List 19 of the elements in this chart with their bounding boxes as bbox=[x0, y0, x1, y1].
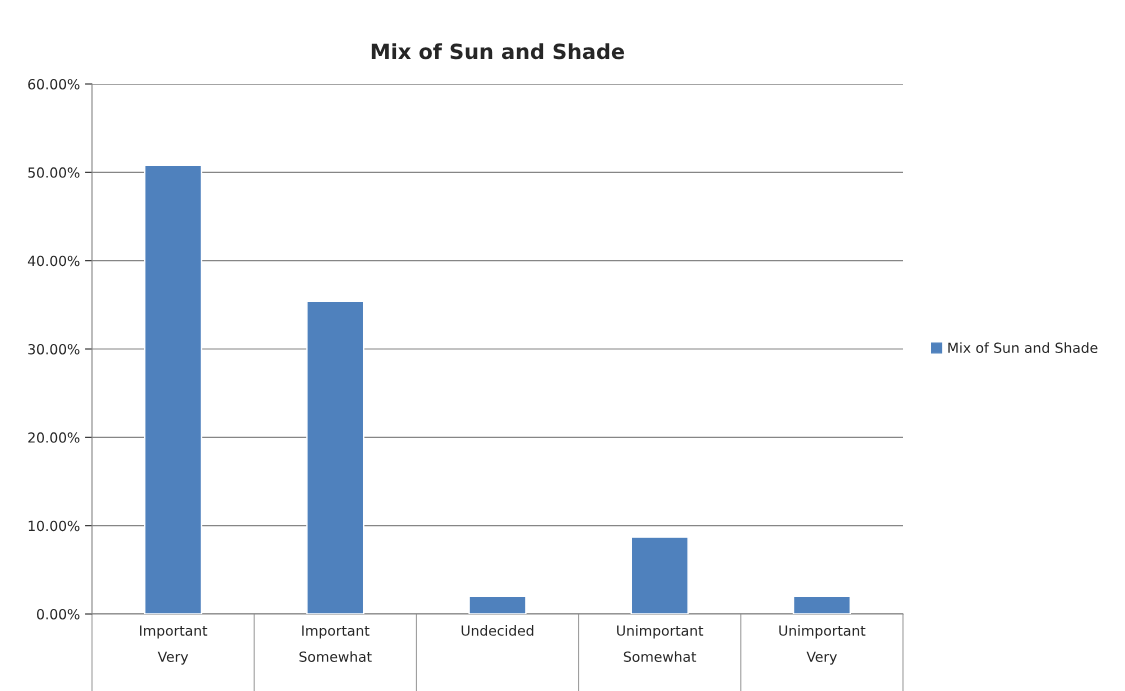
y-tick-label: 0.00% bbox=[36, 608, 80, 620]
bar bbox=[144, 164, 203, 614]
bar bbox=[792, 595, 851, 614]
y-tick-label: 10.00% bbox=[28, 520, 80, 532]
bar bbox=[306, 300, 365, 614]
chart-title: Mix of Sun and Shade bbox=[371, 43, 625, 60]
x-tick-label: Important Somewhat bbox=[299, 625, 372, 662]
bar bbox=[468, 595, 527, 614]
y-tick-label: 50.00% bbox=[28, 167, 80, 178]
x-tick-label: Unimportant Very bbox=[779, 625, 866, 665]
x-tick-label: Important Very bbox=[140, 625, 208, 665]
y-tick-label: 20.00% bbox=[28, 432, 80, 443]
x-tick-label: Unimportant Somewhat bbox=[617, 625, 704, 662]
legend-label: Mix of Sun and Shade bbox=[948, 342, 1098, 354]
y-tick-label: 40.00% bbox=[27, 255, 80, 267]
x-tick-label: Undecided bbox=[461, 625, 534, 636]
y-tick-label: 60.00% bbox=[28, 78, 80, 90]
y-tick-label: 30.00% bbox=[28, 343, 80, 355]
bar bbox=[630, 536, 689, 614]
